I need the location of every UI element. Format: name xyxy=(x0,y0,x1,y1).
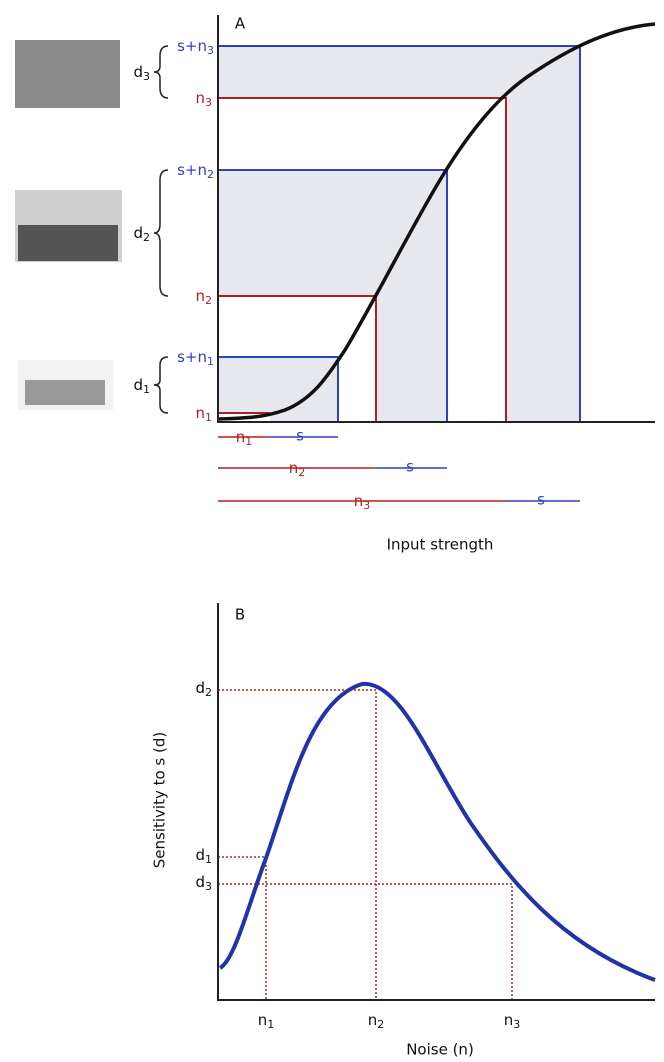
signal-label: s+n2 xyxy=(177,161,214,182)
range-noise-label: n2 xyxy=(289,459,306,480)
sensitivity-curve xyxy=(218,681,656,982)
y-tick-label-base: d xyxy=(195,846,205,864)
y-tick-label: d3 xyxy=(195,873,212,894)
braces xyxy=(153,45,169,414)
range-signal-label: s xyxy=(296,427,304,445)
range-noise-label-sub: 3 xyxy=(363,499,370,512)
x-tick-label: n2 xyxy=(368,1011,385,1032)
x-tick-label: n3 xyxy=(504,1011,521,1032)
noise-label-sub: 1 xyxy=(205,411,212,424)
signal-label: s+n3 xyxy=(177,37,214,58)
noise-label: n1 xyxy=(195,404,212,425)
range-signal-label: s xyxy=(406,458,414,476)
x-tick-label-base: n xyxy=(504,1011,514,1029)
sensitivity-label: d1 xyxy=(133,376,150,397)
y-tick-label-sub: 2 xyxy=(205,686,212,699)
y-tick-label-base: d xyxy=(195,873,205,891)
noise-label-base: n xyxy=(195,404,205,422)
x-tick-label-sub: 2 xyxy=(377,1018,384,1031)
range-signal-label: s xyxy=(537,491,545,509)
range-noise-label-sub: 1 xyxy=(245,435,252,448)
range-bars xyxy=(218,436,580,502)
panel-label: A xyxy=(235,15,246,33)
sensitivity-label-base: d xyxy=(133,224,143,242)
x-axis-label: Noise (n) xyxy=(406,1041,474,1059)
range-noise-label-base: n xyxy=(354,492,364,510)
noise-label-base: n xyxy=(195,89,205,107)
y-tick-label: d1 xyxy=(195,846,212,867)
panel-label: B xyxy=(235,606,245,624)
sensitivity-label-sub: 3 xyxy=(143,70,150,83)
shading xyxy=(219,46,580,422)
guide-lines xyxy=(218,689,513,1000)
y-tick-label-base: d xyxy=(195,679,205,697)
signal-label: s+n1 xyxy=(177,348,214,369)
sigmoid-curve xyxy=(217,22,656,421)
noise-label-sub: 2 xyxy=(205,294,212,307)
stimulus-images xyxy=(15,40,122,410)
signal-label-sub: 1 xyxy=(207,355,214,368)
x-tick-label-base: n xyxy=(368,1011,378,1029)
x-tick-label-sub: 3 xyxy=(513,1018,520,1031)
sensitivity-label-sub: 2 xyxy=(143,231,150,244)
axes-a xyxy=(217,15,655,423)
sensitivity-label: d2 xyxy=(133,224,150,245)
signal-label-base: s+n xyxy=(177,37,207,55)
sensitivity-label-sub: 1 xyxy=(143,383,150,396)
signal-label-sub: 2 xyxy=(207,168,214,181)
y-tick-label: d2 xyxy=(195,679,212,700)
axes-b xyxy=(217,603,655,1001)
sensitivity-label-base: d xyxy=(133,376,143,394)
range-noise-label-base: n xyxy=(236,428,246,446)
x-tick-label: n1 xyxy=(258,1011,275,1032)
y-tick-label-sub: 1 xyxy=(205,853,212,866)
range-noise-label: n1 xyxy=(236,428,253,449)
sensitivity-label: d3 xyxy=(133,63,150,84)
y-axis-label: Sensitivity to s (d) xyxy=(151,732,169,869)
noise-label: n2 xyxy=(195,287,212,308)
signal-label-base: s+n xyxy=(177,348,207,366)
noise-label-sub: 3 xyxy=(205,96,212,109)
y-tick-label-sub: 3 xyxy=(205,880,212,893)
signal-label-base: s+n xyxy=(177,161,207,179)
range-noise-label: n3 xyxy=(354,492,371,513)
noise-label: n3 xyxy=(195,89,212,110)
range-noise-label-sub: 2 xyxy=(298,466,305,479)
signal-label-sub: 3 xyxy=(207,44,214,57)
noise-label-base: n xyxy=(195,287,205,305)
x-axis-label: Input strength xyxy=(387,536,494,554)
x-tick-label-sub: 1 xyxy=(267,1018,274,1031)
range-noise-label-base: n xyxy=(289,459,299,477)
x-tick-label-base: n xyxy=(258,1011,268,1029)
sensitivity-label-base: d xyxy=(133,63,143,81)
